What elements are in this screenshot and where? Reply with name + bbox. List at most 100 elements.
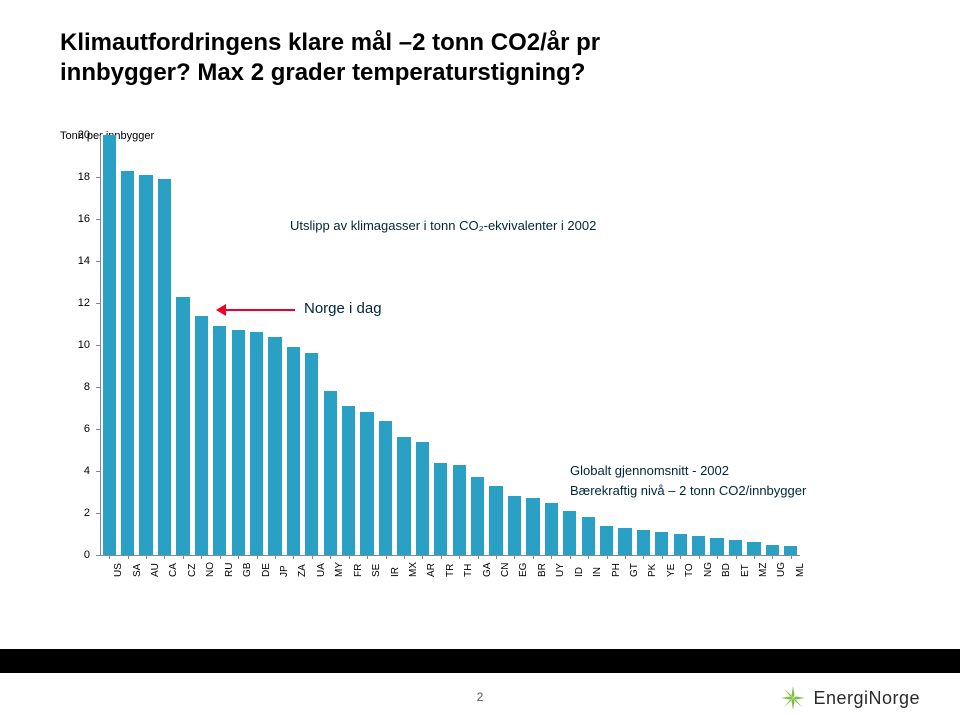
norway-today-label: Norge i dag [304, 300, 382, 317]
bar [618, 528, 631, 555]
x-tick [717, 555, 718, 559]
bar [176, 297, 189, 555]
x-tick [404, 555, 405, 559]
x-tick-label: EG [518, 563, 529, 577]
x-tick [496, 555, 497, 559]
y-tick [96, 429, 100, 430]
x-tick [293, 555, 294, 559]
logo-text: EnergiNorge [813, 688, 920, 709]
bar [710, 538, 723, 555]
x-tick-label: IR [390, 567, 401, 577]
x-tick-label: UY [555, 563, 566, 577]
x-tick [662, 555, 663, 559]
norway-arrow-line [225, 309, 295, 311]
y-tick [96, 471, 100, 472]
bar [508, 496, 521, 555]
y-tick-label: 16 [64, 213, 90, 225]
x-tick [386, 555, 387, 559]
x-tick-label: CA [168, 563, 179, 577]
y-tick [96, 345, 100, 346]
bar [747, 542, 760, 555]
x-tick-label: PK [647, 564, 658, 577]
bar [526, 498, 539, 555]
bar [600, 526, 613, 555]
x-tick-label: CZ [187, 564, 198, 577]
x-tick [699, 555, 700, 559]
y-tick [96, 177, 100, 178]
slide-title: Klimautfordringens klare mål –2 tonn CO2… [60, 28, 760, 88]
x-tick [588, 555, 589, 559]
x-tick [772, 555, 773, 559]
x-tick-label: MZ [758, 563, 769, 577]
title-line-1: Klimautfordringens klare mål –2 tonn CO2… [60, 29, 600, 56]
bar [655, 532, 668, 555]
x-tick-label: AR [426, 563, 437, 577]
chart-caption: Utslipp av klimagasser i tonn CO₂-ekviva… [290, 218, 596, 233]
x-tick-label: IN [592, 567, 603, 577]
x-tick-label: US [113, 563, 124, 577]
bar [158, 179, 171, 555]
bar [453, 465, 466, 555]
x-tick [128, 555, 129, 559]
y-tick [96, 387, 100, 388]
x-tick [643, 555, 644, 559]
y-tick-label: 4 [64, 465, 90, 477]
y-tick-label: 8 [64, 381, 90, 393]
x-tick-label: TH [463, 564, 474, 577]
x-tick [183, 555, 184, 559]
x-axis [100, 555, 800, 556]
y-tick-label: 0 [64, 549, 90, 561]
x-tick [607, 555, 608, 559]
x-tick [201, 555, 202, 559]
x-tick-label: NO [205, 562, 216, 577]
x-tick [478, 555, 479, 559]
logo-star-icon [779, 684, 807, 712]
bar [305, 353, 318, 555]
x-tick-label: NG [703, 562, 714, 577]
x-tick [220, 555, 221, 559]
x-tick-label: CN [500, 563, 511, 577]
y-tick [96, 555, 100, 556]
y-tick-label: 14 [64, 255, 90, 267]
x-tick-label: PH [611, 563, 622, 577]
logo: EnergiNorge [779, 684, 920, 712]
x-tick [164, 555, 165, 559]
bar [195, 316, 208, 555]
x-tick-label: SE [371, 564, 382, 577]
footer-bar [0, 649, 960, 673]
x-tick-label: ID [574, 567, 585, 577]
bar [397, 437, 410, 555]
bar [729, 540, 742, 555]
bar [416, 442, 429, 555]
x-tick [754, 555, 755, 559]
bar [434, 463, 447, 555]
bar [121, 171, 134, 555]
bar [692, 536, 705, 555]
x-tick-label: BD [721, 563, 732, 577]
x-tick [349, 555, 350, 559]
bar [379, 421, 392, 555]
x-tick [367, 555, 368, 559]
x-tick-label: JP [279, 565, 290, 577]
x-tick-label: DE [261, 563, 272, 577]
sustainable-label: Bærekraftig nivå – 2 tonn CO2/innbygger [570, 483, 806, 498]
x-tick [736, 555, 737, 559]
x-tick [441, 555, 442, 559]
x-tick [514, 555, 515, 559]
x-tick [680, 555, 681, 559]
x-tick-label: RU [224, 563, 235, 577]
y-tick-label: 12 [64, 297, 90, 309]
bar [232, 330, 245, 555]
global-avg-label: Globalt gjennomsnitt - 2002 [570, 463, 729, 478]
y-tick-label: 10 [64, 339, 90, 351]
bar-chart: 02468101214161820 USSAAUCACZNORUGBDEJPZA… [60, 135, 820, 575]
x-tick-label: GB [242, 563, 253, 577]
x-tick [330, 555, 331, 559]
y-tick [96, 303, 100, 304]
y-tick-label: 20 [64, 129, 90, 141]
x-tick [625, 555, 626, 559]
x-tick-label: BR [537, 563, 548, 577]
y-tick [96, 261, 100, 262]
bar [103, 135, 116, 555]
x-tick-label: TR [445, 564, 456, 577]
